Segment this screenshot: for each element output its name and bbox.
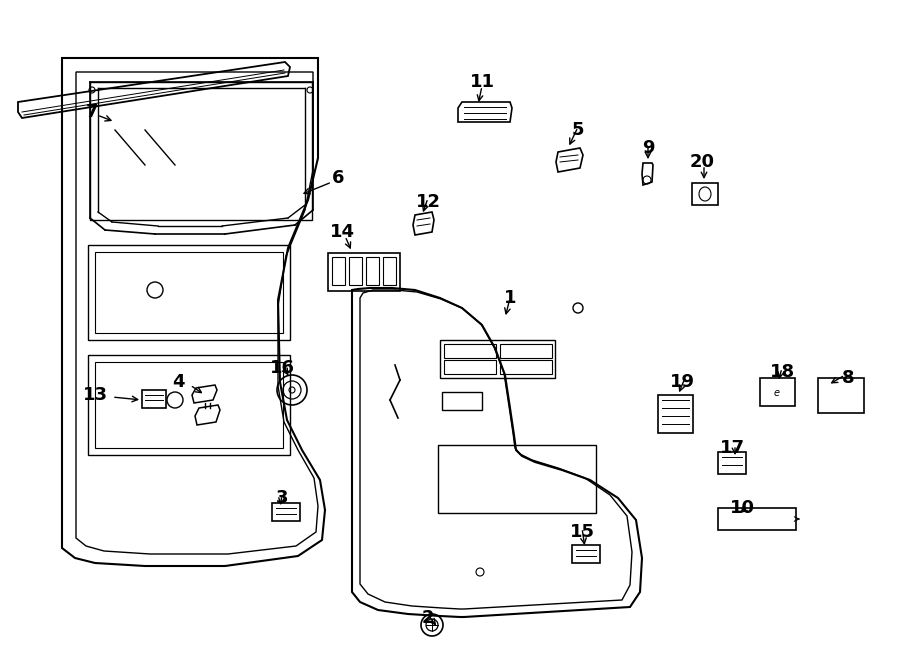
Bar — [718, 452, 746, 474]
Text: 6: 6 — [332, 169, 344, 187]
Bar — [444, 344, 496, 358]
Text: 14: 14 — [329, 223, 355, 241]
Bar — [442, 392, 482, 410]
Text: 20: 20 — [689, 153, 715, 171]
Bar — [760, 378, 795, 406]
Bar — [438, 445, 596, 513]
Text: 5: 5 — [572, 121, 584, 139]
Bar — [88, 355, 290, 455]
Bar — [500, 360, 552, 374]
Bar — [444, 360, 496, 374]
Bar — [366, 257, 379, 285]
Bar — [349, 257, 362, 285]
Text: 18: 18 — [770, 363, 795, 381]
Bar — [332, 257, 345, 285]
Text: 9: 9 — [642, 139, 654, 157]
Text: 1: 1 — [504, 289, 517, 307]
Text: 12: 12 — [416, 193, 440, 211]
Text: 2: 2 — [422, 609, 434, 627]
Text: 8: 8 — [842, 369, 854, 387]
Bar — [818, 378, 864, 413]
Text: 19: 19 — [670, 373, 695, 391]
Bar — [383, 257, 396, 285]
Bar — [658, 395, 693, 433]
Bar — [500, 344, 552, 358]
Text: 13: 13 — [83, 386, 107, 404]
Bar — [142, 390, 166, 408]
Bar — [95, 252, 283, 333]
Bar — [718, 508, 796, 530]
Text: 15: 15 — [570, 523, 595, 541]
Text: 16: 16 — [269, 359, 294, 377]
Text: 3: 3 — [275, 489, 288, 507]
Text: 7: 7 — [86, 103, 98, 121]
Text: 10: 10 — [730, 499, 754, 517]
Bar — [328, 253, 400, 291]
Text: e: e — [774, 388, 780, 398]
Bar — [88, 245, 290, 340]
Text: 17: 17 — [719, 439, 744, 457]
Text: 11: 11 — [470, 73, 494, 91]
Text: 4: 4 — [172, 373, 184, 391]
Bar — [572, 545, 600, 563]
Bar — [95, 362, 283, 448]
Bar — [272, 503, 300, 521]
Bar — [692, 183, 718, 205]
Bar — [440, 340, 555, 378]
